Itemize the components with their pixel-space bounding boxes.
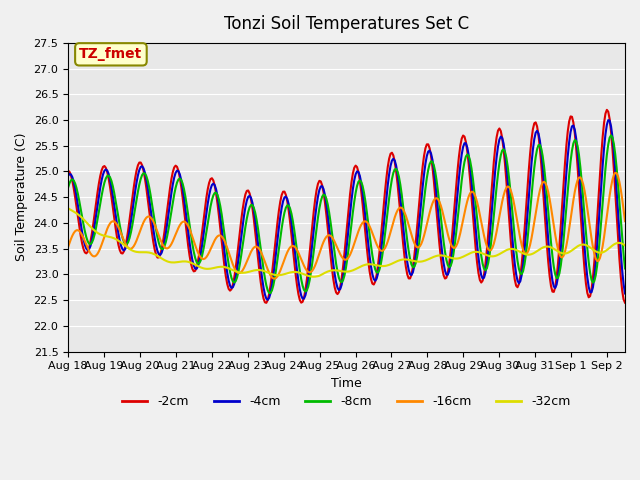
-4cm [468,177,476,183]
-4cm [64,173,72,179]
-32cm [621,242,629,248]
-2cm [468,194,476,200]
-32cm [470,249,478,255]
-32cm [416,259,424,264]
Line: -2cm: -2cm [68,110,625,303]
-2cm [621,300,629,306]
Line: -4cm: -4cm [68,120,625,300]
-16cm [416,243,424,249]
-4cm [264,297,271,303]
-16cm [470,191,478,196]
-32cm [310,274,317,279]
-16cm [621,218,629,224]
-8cm [131,205,139,211]
-4cm [416,214,424,219]
-8cm [267,290,275,296]
-2cm [470,229,478,235]
Line: -8cm: -8cm [68,135,625,293]
-2cm [131,175,139,181]
-32cm [64,205,72,211]
-4cm [131,189,139,194]
-16cm [271,276,278,282]
Line: -32cm: -32cm [68,208,625,276]
-2cm [246,191,253,196]
-8cm [246,204,253,210]
-16cm [286,245,294,251]
-4cm [246,193,253,199]
-16cm [64,244,72,250]
-8cm [607,132,615,138]
-32cm [131,249,139,254]
-4cm [604,117,612,123]
Legend: -2cm, -4cm, -8cm, -16cm, -32cm: -2cm, -4cm, -8cm, -16cm, -32cm [117,390,576,413]
-16cm [131,241,139,247]
-16cm [468,189,476,194]
-8cm [286,205,294,211]
-16cm [611,170,619,176]
Text: TZ_fmet: TZ_fmet [79,48,143,61]
Line: -16cm: -16cm [68,173,625,279]
-8cm [470,188,478,194]
-8cm [468,166,476,171]
X-axis label: Time: Time [332,377,362,390]
-32cm [246,269,253,275]
Y-axis label: Soil Temperature (C): Soil Temperature (C) [15,133,28,262]
-4cm [286,209,294,215]
-32cm [468,250,476,255]
-8cm [64,184,72,190]
-4cm [621,290,629,296]
-2cm [286,219,294,225]
-8cm [621,265,629,271]
-2cm [262,300,270,306]
-2cm [603,107,611,113]
-4cm [470,209,478,215]
-8cm [416,235,424,240]
Title: Tonzi Soil Temperatures Set C: Tonzi Soil Temperatures Set C [224,15,469,33]
-16cm [246,252,253,258]
-32cm [285,270,292,276]
-2cm [416,192,424,198]
-2cm [64,168,72,174]
